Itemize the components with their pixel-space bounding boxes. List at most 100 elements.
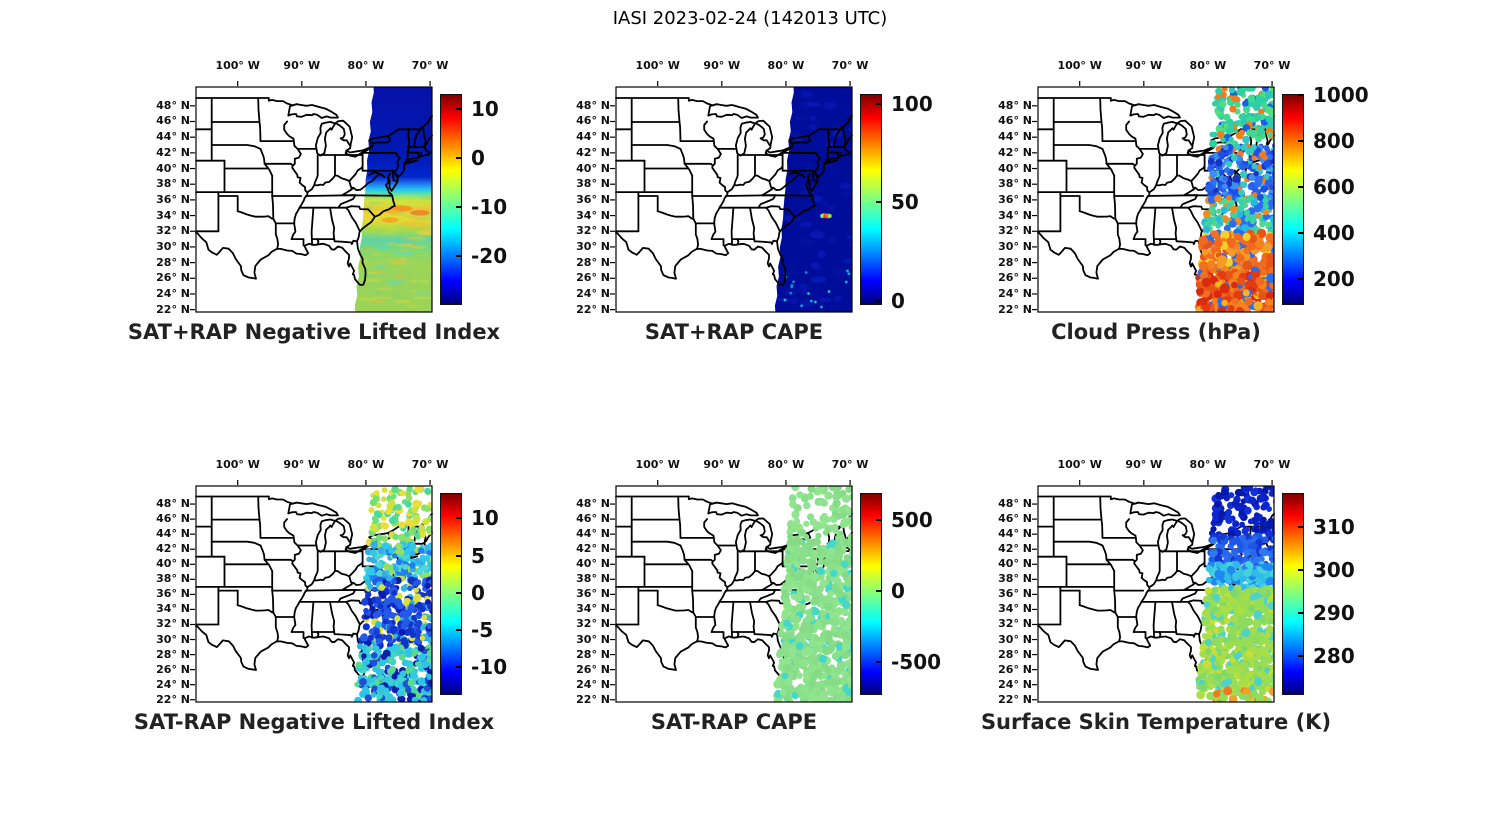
map-surface_skin_temp	[1032, 480, 1275, 703]
colorbar-tick-label: 200	[1313, 266, 1355, 291]
colorbar-tick-label: 280	[1313, 644, 1355, 669]
lat-tick-label: 36° N	[156, 587, 190, 601]
lat-tick-label: 22° N	[576, 692, 610, 706]
lat-tick-label: 30° N	[156, 239, 190, 253]
lat-tick-label: 38° N	[576, 177, 610, 191]
lat-tick-label: 44° N	[998, 130, 1032, 144]
lat-tick-label: 44° N	[156, 130, 190, 144]
panel-sat_minus_rap_nli: 100° W 90° W 80° W 70° W 48° N 46° N 44° N 42° …	[126, 446, 606, 752]
colorbar-tick-label: -500	[891, 650, 942, 675]
lat-tick-label: 24° N	[576, 286, 610, 300]
panel-title-sat_minus_rap_nli: SAT-RAP Negative Lifted Index	[133, 710, 495, 734]
colorbar-tick	[1298, 612, 1303, 615]
lat-tick-label: 26° N	[576, 662, 610, 676]
lat-tick-label: 48° N	[998, 497, 1032, 511]
panel-surface_skin_temp: 100° W 90° W 80° W 70° W 48° N 46° N 44° N 42° …	[968, 446, 1448, 752]
lon-tick-label: 80° W	[767, 59, 805, 72]
colorbar-tick	[456, 107, 461, 110]
colorbar-tick	[876, 661, 881, 664]
lat-tick-label: 32° N	[576, 617, 610, 631]
lat-tick-label: 40° N	[576, 557, 610, 571]
lat-tick-label: 38° N	[576, 572, 610, 586]
lat-tick-label: 44° N	[998, 527, 1032, 541]
lon-tick-label: 90° W	[1125, 458, 1163, 471]
lon-tick-label: 80° W	[1189, 59, 1227, 72]
lat-tick-label: 28° N	[576, 647, 610, 661]
lon-tick-label: 90° W	[703, 59, 741, 72]
colorbar-tick-label: 290	[1313, 601, 1355, 626]
colorbar-tick-label: 0	[891, 579, 905, 604]
colorbar-surface_skin_temp	[1282, 493, 1304, 695]
lat-tick-label: 28° N	[998, 255, 1032, 269]
colorbar-tick	[456, 554, 461, 557]
lat-tick-label: 36° N	[998, 587, 1032, 601]
lat-tick-label: 34° N	[998, 208, 1032, 222]
lat-tick-label: 40° N	[576, 161, 610, 175]
lat-tick-label: 24° N	[576, 677, 610, 691]
axis-ticks	[190, 480, 431, 701]
colorbar-sat_plus_rap_nli	[440, 94, 462, 305]
lat-tick-label: 34° N	[156, 208, 190, 222]
lat-tick-label: 28° N	[576, 255, 610, 269]
lat-tick-label: 34° N	[576, 208, 610, 222]
colorbar-tick-label: 0	[891, 289, 905, 314]
lat-tick-label: 42° N	[576, 542, 610, 556]
lon-tick-label: 100° W	[215, 458, 260, 471]
panel-title-cloud_press: Cloud Press (hPa)	[1051, 320, 1261, 344]
axis-ticks	[610, 81, 851, 311]
colorbar-tick	[876, 102, 881, 105]
panel-title-surface_skin_temp: Surface Skin Temperature (K)	[980, 710, 1332, 734]
lat-tick-label: 30° N	[576, 632, 610, 646]
colorbar-tick-label: 100	[891, 91, 933, 116]
data-layer	[773, 486, 852, 702]
map-sat_plus_rap_cape	[610, 81, 853, 313]
lat-tick-label: 46° N	[576, 114, 610, 128]
lat-tick-label: 22° N	[998, 692, 1032, 706]
colorbar-tick	[456, 591, 461, 594]
lat-tick-label: 26° N	[998, 271, 1032, 285]
colorbar-sat_minus_rap_nli	[440, 493, 462, 695]
lat-tick-label: 44° N	[576, 130, 610, 144]
lat-tick-label: 34° N	[998, 602, 1032, 616]
colorbar-tick-label: -20	[471, 243, 508, 268]
lat-tick-label: 32° N	[576, 224, 610, 238]
lat-tick-label: 26° N	[998, 662, 1032, 676]
data-layer	[354, 486, 432, 702]
colorbar-tick	[456, 517, 461, 520]
colorbar-tick-label: -5	[471, 618, 494, 643]
lat-tick-label: 40° N	[156, 161, 190, 175]
colorbar-tick	[456, 666, 461, 669]
lon-tick-label: 100° W	[635, 59, 680, 72]
lat-tick-label: 24° N	[156, 677, 190, 691]
lat-tick-label: 28° N	[156, 647, 190, 661]
data-layer	[1195, 486, 1274, 702]
lat-tick-label: 48° N	[156, 98, 190, 112]
lon-tick-label: 80° W	[1189, 458, 1227, 471]
colorbar-tick-label: 50	[891, 190, 919, 215]
figure-title: IASI 2023-02-24 (142013 UTC)	[612, 8, 888, 29]
lat-tick-label: 24° N	[156, 286, 190, 300]
colorbar-tick	[1298, 655, 1303, 658]
colorbar-tick	[876, 590, 881, 593]
colorbar-tick-label: 400	[1313, 220, 1355, 245]
map-sat_plus_rap_nli	[190, 81, 433, 313]
lon-tick-label: 90° W	[283, 59, 321, 72]
lat-tick-label: 38° N	[156, 572, 190, 586]
panel-title-sat_plus_rap_cape: SAT+RAP CAPE	[644, 320, 824, 344]
lat-tick-label: 26° N	[156, 662, 190, 676]
colorbar-tick-label: 800	[1313, 129, 1355, 154]
colorbar-tick	[1298, 231, 1303, 234]
lat-tick-label: 34° N	[156, 602, 190, 616]
lon-tick-label: 70° W	[831, 458, 869, 471]
colorbar-tick-label: -10	[471, 194, 508, 219]
lat-tick-label: 42° N	[156, 145, 190, 159]
lat-tick-label: 46° N	[998, 512, 1032, 526]
colorbar-tick	[1298, 277, 1303, 280]
lat-tick-label: 22° N	[998, 302, 1032, 316]
axis-ticks	[610, 480, 851, 701]
panel-sat_minus_rap_cape: 100° W 90° W 80° W 70° W 48° N 46° N 44° N 42° …	[546, 446, 1026, 752]
lat-tick-label: 36° N	[998, 192, 1032, 206]
lat-tick-label: 34° N	[576, 602, 610, 616]
lat-tick-label: 30° N	[156, 632, 190, 646]
